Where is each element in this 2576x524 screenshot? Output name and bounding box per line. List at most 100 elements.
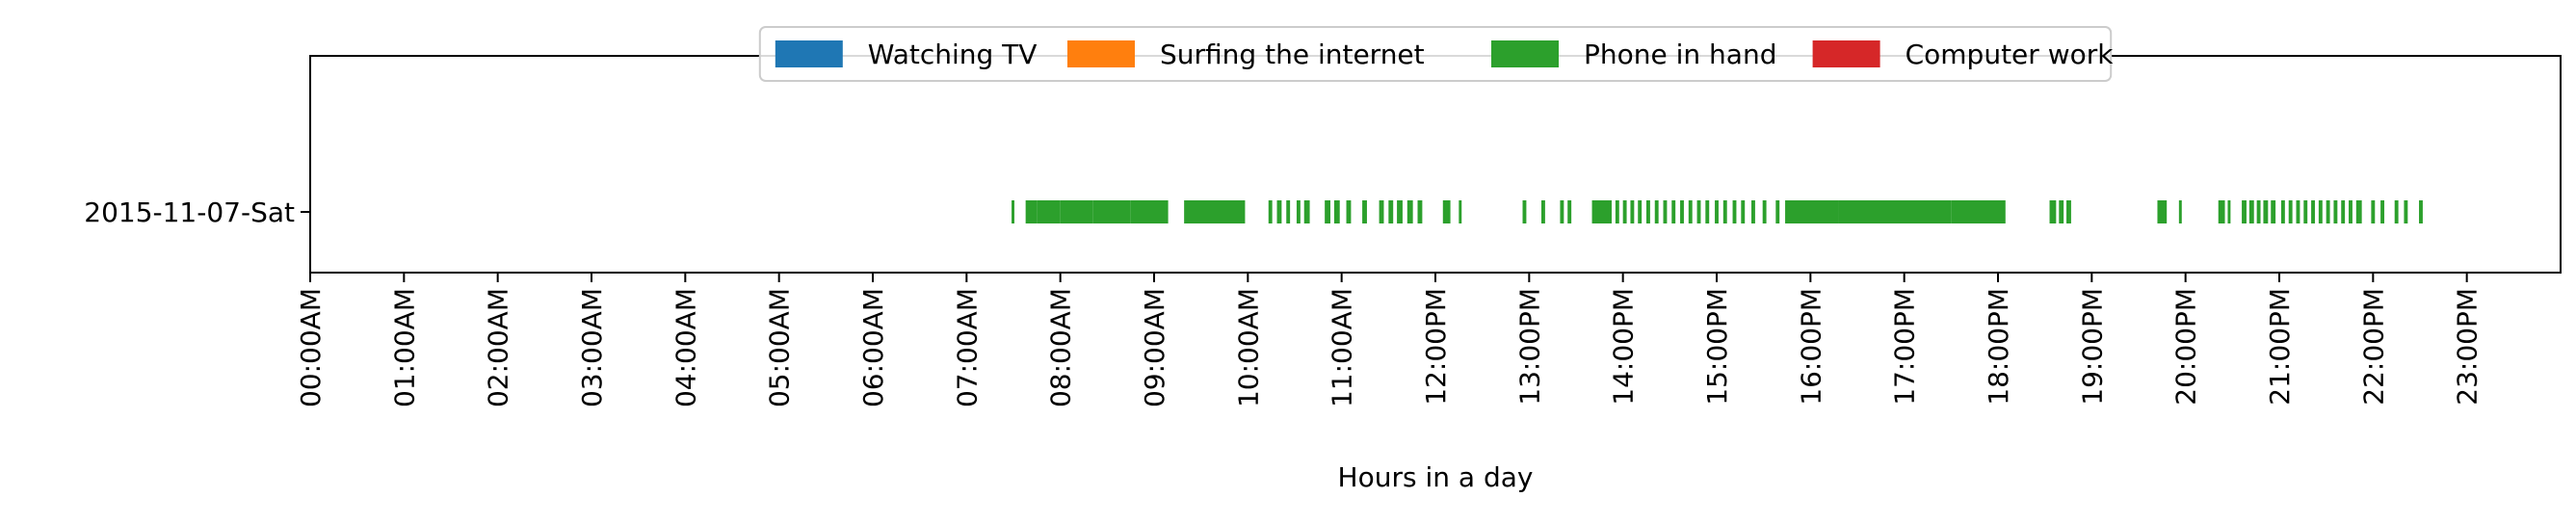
bar-segment bbox=[1362, 200, 1367, 223]
x-tick-label: 18:00PM bbox=[1983, 288, 2014, 406]
bar-segment bbox=[2066, 200, 2071, 223]
bar-segment bbox=[1751, 200, 1755, 223]
marks-layer bbox=[1012, 200, 2423, 223]
x-axis-label: Hours in a day bbox=[1338, 461, 1534, 493]
bar-segment bbox=[2355, 200, 2362, 223]
x-tick-label: 08:00AM bbox=[1045, 288, 1077, 407]
legend-label: Phone in hand bbox=[1584, 39, 1776, 70]
bar-segment bbox=[2218, 200, 2225, 223]
bar-segment bbox=[2311, 200, 2315, 223]
bar-segment bbox=[1268, 200, 1273, 223]
legend-swatch bbox=[1067, 40, 1135, 67]
x-tick-label: 22:00PM bbox=[2357, 288, 2389, 406]
x-tick-label: 00:00AM bbox=[295, 288, 327, 407]
x-tick-label: 06:00AM bbox=[857, 288, 889, 407]
bar-segment bbox=[1838, 200, 1952, 223]
bar-segment bbox=[2157, 200, 2168, 223]
x-tick-label: 20:00PM bbox=[2170, 288, 2202, 406]
bar-segment bbox=[1615, 200, 1619, 223]
bar-segment bbox=[2059, 200, 2064, 223]
legend-label: Surfing the internet bbox=[1160, 39, 1425, 70]
bar-segment bbox=[1732, 200, 1737, 223]
bar-segment bbox=[2419, 200, 2423, 223]
bar-segment bbox=[1540, 200, 1545, 223]
bar-segment bbox=[1417, 200, 1423, 223]
bar-segment bbox=[1775, 200, 1780, 223]
bar-segment bbox=[2178, 200, 2182, 223]
bar-segment bbox=[2404, 200, 2408, 223]
bar-segment bbox=[1037, 200, 1061, 223]
x-tick-label: 07:00AM bbox=[951, 288, 983, 407]
bar-segment bbox=[1276, 200, 1282, 223]
bar-segment bbox=[1663, 200, 1668, 223]
bar-segment bbox=[1303, 200, 1310, 223]
legend-label: Watching TV bbox=[868, 39, 1038, 70]
x-tick-label: 09:00AM bbox=[1139, 288, 1170, 407]
bar-segment bbox=[1715, 200, 1719, 223]
bar-segment bbox=[1654, 200, 1659, 223]
bar-segment bbox=[1442, 200, 1451, 223]
bar-segment bbox=[2333, 200, 2338, 223]
bar-segment bbox=[2227, 200, 2231, 223]
legend-swatch bbox=[1491, 40, 1559, 67]
bar-segment bbox=[2280, 200, 2285, 223]
bar-segment bbox=[2326, 200, 2330, 223]
bar-segment bbox=[1333, 200, 1340, 223]
bar-segment bbox=[1696, 200, 1701, 223]
bar-segment bbox=[2303, 200, 2308, 223]
x-tick-label: 03:00AM bbox=[576, 288, 608, 407]
x-tick-label: 14:00PM bbox=[1608, 288, 1640, 406]
bar-segment bbox=[1646, 200, 1650, 223]
bar-segment bbox=[1325, 200, 1330, 223]
bar-segment bbox=[1522, 200, 1527, 223]
x-tick-label: 11:00AM bbox=[1327, 288, 1358, 407]
x-tick-label: 02:00AM bbox=[483, 288, 514, 407]
bar-segment bbox=[1406, 200, 1413, 223]
bar-segment bbox=[1092, 200, 1131, 223]
bar-segment bbox=[1130, 200, 1169, 223]
bar-segment bbox=[1630, 200, 1635, 223]
legend-swatch bbox=[1812, 40, 1880, 67]
x-tick-label: 16:00PM bbox=[1795, 288, 1827, 406]
bar-segment bbox=[2394, 200, 2399, 223]
bar-segment bbox=[2248, 200, 2254, 223]
bar-segment bbox=[1688, 200, 1693, 223]
bar-segment bbox=[2371, 200, 2376, 223]
bar-segment bbox=[1388, 200, 1394, 223]
bar-segment bbox=[1459, 200, 1462, 223]
x-tick-label: 23:00PM bbox=[2452, 288, 2484, 406]
plot-frame bbox=[309, 55, 2562, 274]
x-tick-label: 17:00PM bbox=[1889, 288, 1921, 406]
bar-segment bbox=[1622, 200, 1627, 223]
bar-segment bbox=[1379, 200, 1384, 223]
bar-segment bbox=[2256, 200, 2261, 223]
x-tick-label: 13:00PM bbox=[1513, 288, 1545, 406]
bar-segment bbox=[1591, 200, 1612, 223]
bar-segment bbox=[1346, 200, 1352, 223]
x-tick-label: 19:00PM bbox=[2076, 288, 2108, 406]
bar-segment bbox=[2318, 200, 2323, 223]
bar-segment bbox=[1722, 200, 1727, 223]
y-tick-label: 2015-11-07-Sat bbox=[84, 196, 295, 228]
x-tick-label: 10:00AM bbox=[1232, 288, 1264, 407]
bar-segment bbox=[2380, 200, 2385, 223]
bar-segment bbox=[2263, 200, 2269, 223]
bar-segment bbox=[2341, 200, 2346, 223]
legend-label: Computer work bbox=[1906, 39, 2115, 70]
bar-segment bbox=[1025, 200, 1038, 223]
bar-segment bbox=[1951, 200, 2006, 223]
bar-segment bbox=[2288, 200, 2293, 223]
bar-segment bbox=[1567, 200, 1572, 223]
bar-segment bbox=[1741, 200, 1746, 223]
bar-segment bbox=[2049, 200, 2057, 223]
bar-segment bbox=[1060, 200, 1093, 223]
x-tick-label: 15:00PM bbox=[1701, 288, 1733, 406]
bar-segment bbox=[1680, 200, 1684, 223]
legend-swatch bbox=[775, 40, 843, 67]
bar-segment bbox=[1296, 200, 1301, 223]
bar-segment bbox=[1671, 200, 1676, 223]
bar-segment bbox=[1638, 200, 1643, 223]
bar-segment bbox=[1560, 200, 1564, 223]
